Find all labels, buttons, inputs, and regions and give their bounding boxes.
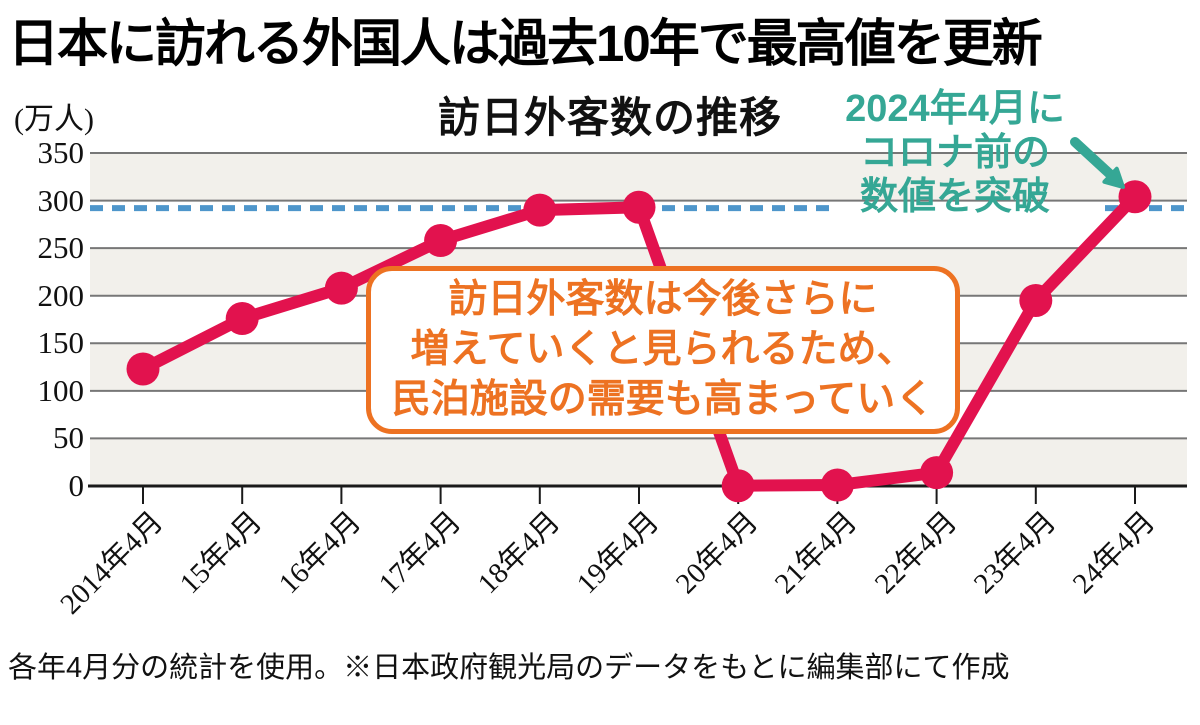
y-axis-label: 0 [68,468,85,503]
data-point [721,469,755,503]
data-point [622,190,656,224]
arrow-down-right-icon [1070,137,1125,189]
data-point [126,352,160,386]
demand-callout-line-3: 民泊施設の需要も高まっていく [391,378,935,421]
peak-annotation-line-1: 2024年4月に [845,88,1065,130]
y-axis-label: 150 [37,325,85,361]
page-title: 日本に訪れる外国人は過去10年で最高値を更新 [8,15,1043,72]
data-point [1118,180,1152,214]
demand-callout-line-2: 増えていくと見られるため、 [410,328,916,371]
peak-annotation-line-2: コロナ前の [859,132,1050,174]
chart-title: 訪日外客数の推移 [437,96,782,142]
demand-callout: 訪日外客数は今後さらに 増えていくと見られるため、 民泊施設の需要も高まっていく [366,266,960,434]
y-axis-label: 200 [37,277,85,313]
plot-band [90,438,1187,486]
data-point [920,456,954,490]
y-axis-unit-label: (万人) [14,103,94,136]
y-axis-label: 300 [37,182,85,218]
source-note: 各年4月分の統計を使用。※日本政府観光局のデータをもとに編集部にて作成 [8,652,1010,684]
data-point [523,193,557,227]
data-point [820,468,854,502]
y-axis-label: 350 [37,135,85,170]
y-axis-label: 250 [37,230,85,266]
data-point [225,302,259,336]
data-point [1019,283,1053,317]
y-axis-label: 50 [53,420,84,456]
data-point [324,271,358,305]
demand-callout-line-1: 訪日外客数は今後さらに [448,278,878,321]
peak-annotation-line-3: 数値を突破 [859,176,1050,218]
peak-annotation: 2024年4月に コロナ前の 数値を突破 [795,87,1115,219]
y-axis-label: 100 [37,372,85,408]
data-point [424,224,458,258]
